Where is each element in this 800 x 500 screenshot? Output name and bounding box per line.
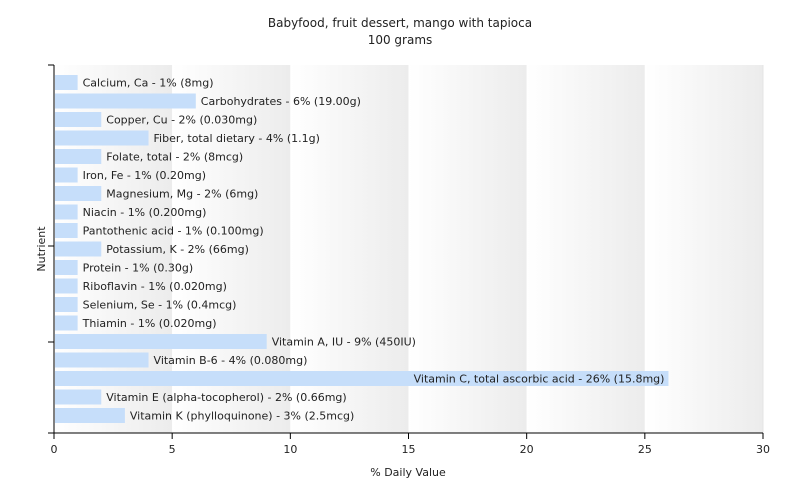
bar <box>55 278 78 294</box>
chart-subtitle: 100 grams <box>368 33 433 47</box>
bar <box>55 297 78 312</box>
bar-label: Vitamin B-6 - 4% (0.080mg) <box>154 354 308 367</box>
bar-label: Protein - 1% (0.30g) <box>83 262 194 275</box>
bar-labels: Calcium, Ca - 1% (8mg) Carbohydrates - 6%… <box>82 77 665 423</box>
x-tick-label: 10 <box>283 443 297 456</box>
bar-label: Vitamin A, IU - 9% (450IU) <box>272 336 416 349</box>
chart-title: Babyfood, fruit dessert, mango with tapi… <box>268 16 532 30</box>
bar-label: Vitamin E (alpha-tocopherol) - 2% (0.66m… <box>106 391 346 404</box>
bar <box>55 408 125 423</box>
bar-label: Calcium, Ca - 1% (8mg) <box>83 77 214 90</box>
bar <box>55 167 78 183</box>
x-tick-label: 0 <box>51 443 58 456</box>
y-axis-label: Nutrient <box>35 226 48 272</box>
x-tick-label: 15 <box>402 443 416 456</box>
bar-label: Potassium, K - 2% (66mg) <box>106 243 249 256</box>
bar <box>55 130 149 146</box>
bar-label: Carbohydrates - 6% (19.00g) <box>201 95 361 108</box>
bar-label: Fiber, total dietary - 4% (1.1g) <box>154 132 320 145</box>
bar-label: Pantothenic acid - 1% (0.100mg) <box>83 225 264 238</box>
bar <box>55 315 78 331</box>
bar <box>55 112 102 127</box>
axes: 0 5 10 15 20 25 30 <box>48 64 770 456</box>
bar-label: Selenium, Se - 1% (0.4mcg) <box>83 299 237 312</box>
bar <box>55 223 78 238</box>
bar <box>55 389 102 405</box>
bar-label: Riboflavin - 1% (0.020mg) <box>83 280 227 293</box>
x-tick-label: 5 <box>169 443 176 456</box>
bar-label: Thiamin - 1% (0.020mg) <box>82 317 217 330</box>
bar-label: Copper, Cu - 2% (0.030mg) <box>106 114 257 127</box>
x-tick-label: 25 <box>638 443 652 456</box>
x-tick-label: 30 <box>756 443 770 456</box>
bar <box>55 204 78 220</box>
bar <box>55 186 102 201</box>
bar <box>55 75 78 90</box>
bar-label: Vitamin C, total ascorbic acid - 26% (15… <box>414 373 665 386</box>
x-axis-label: % Daily Value <box>370 466 446 479</box>
bar <box>55 260 78 275</box>
bar <box>55 241 102 257</box>
bar-label: Vitamin K (phylloquinone) - 3% (2.5mcg) <box>130 410 354 423</box>
bar <box>55 149 102 164</box>
bar-label: Folate, total - 2% (8mcg) <box>106 151 243 164</box>
bar <box>55 371 669 386</box>
bar <box>55 334 267 349</box>
bar-label: Magnesium, Mg - 2% (6mg) <box>106 188 258 201</box>
bar <box>55 352 149 368</box>
bar-label: Niacin - 1% (0.200mg) <box>83 206 207 219</box>
bar-label: Iron, Fe - 1% (0.20mg) <box>83 169 206 182</box>
x-tick-label: 20 <box>520 443 534 456</box>
bar <box>55 93 196 109</box>
bars <box>55 75 669 423</box>
